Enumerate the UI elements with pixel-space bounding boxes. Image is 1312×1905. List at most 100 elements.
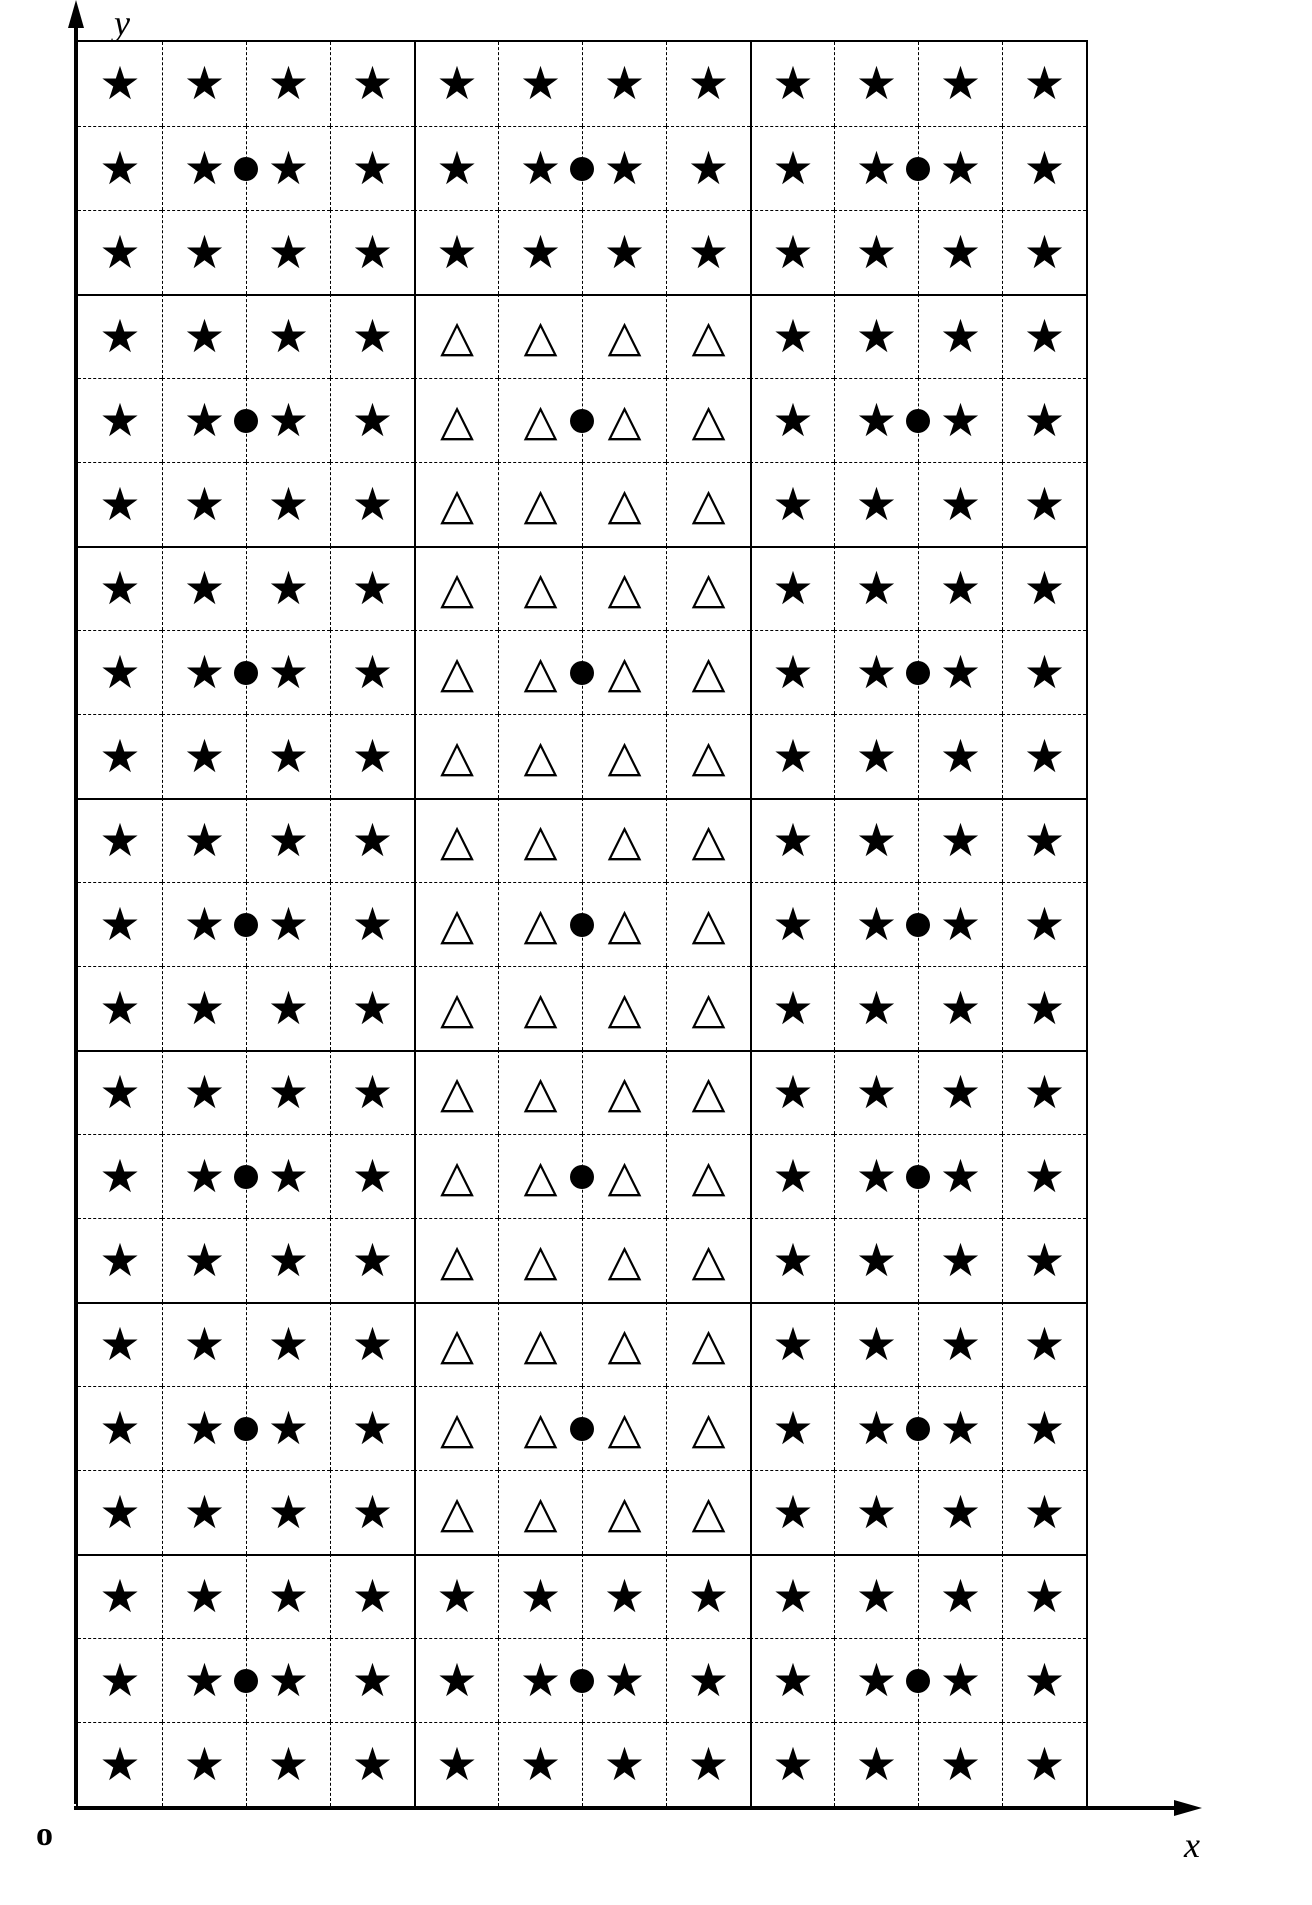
star-icon: ★ bbox=[856, 1574, 897, 1620]
star-icon: ★ bbox=[772, 566, 813, 612]
star-icon: ★ bbox=[99, 1490, 140, 1536]
grid-cell: ★ bbox=[330, 1302, 414, 1386]
star-icon: ★ bbox=[268, 146, 309, 192]
grid-cell: ★ bbox=[414, 210, 498, 294]
grid-cell: △ bbox=[498, 1302, 582, 1386]
star-icon: ★ bbox=[352, 1742, 393, 1788]
grid-cell: ★ bbox=[834, 294, 918, 378]
triangle-icon: △ bbox=[692, 819, 726, 863]
grid-cell: ★ bbox=[834, 1554, 918, 1638]
grid-cell: △ bbox=[414, 378, 498, 462]
grid-cell: △ bbox=[414, 714, 498, 798]
grid-cell: ★ bbox=[414, 42, 498, 126]
grid-cell: ★ bbox=[162, 462, 246, 546]
triangle-icon: △ bbox=[524, 651, 558, 695]
triangle-icon: △ bbox=[440, 1491, 474, 1535]
grid-cell: ★ bbox=[918, 1386, 1002, 1470]
grid-cell: ★ bbox=[330, 798, 414, 882]
star-icon: ★ bbox=[1024, 902, 1065, 948]
grid-cell: △ bbox=[582, 1134, 666, 1218]
triangle-icon: △ bbox=[692, 1239, 726, 1283]
star-icon: ★ bbox=[184, 314, 225, 360]
grid-cell: △ bbox=[498, 882, 582, 966]
star-icon: ★ bbox=[604, 61, 645, 107]
star-icon: ★ bbox=[184, 1574, 225, 1620]
grid-cell: ★ bbox=[918, 462, 1002, 546]
grid-cell: ★ bbox=[918, 1050, 1002, 1134]
grid-cell: ★ bbox=[834, 126, 918, 210]
grid-cell: ★ bbox=[78, 462, 162, 546]
grid-cell: ★ bbox=[834, 42, 918, 126]
grid-cell: ★ bbox=[834, 630, 918, 714]
star-icon: ★ bbox=[352, 482, 393, 528]
grid-cell: ★ bbox=[918, 1638, 1002, 1722]
star-icon: ★ bbox=[856, 146, 897, 192]
triangle-icon: △ bbox=[440, 1071, 474, 1115]
grid-cell: ★ bbox=[330, 1134, 414, 1218]
grid-cell: ★ bbox=[1002, 714, 1086, 798]
grid-cell: ★ bbox=[246, 1302, 330, 1386]
grid-cell: ★ bbox=[498, 1722, 582, 1806]
grid-cell: △ bbox=[666, 1218, 750, 1302]
grid-cell: ★ bbox=[834, 546, 918, 630]
grid-cell: ★ bbox=[1002, 1554, 1086, 1638]
star-icon: ★ bbox=[856, 61, 897, 107]
star-icon: ★ bbox=[268, 1322, 309, 1368]
grid-cell: △ bbox=[582, 966, 666, 1050]
star-icon: ★ bbox=[1024, 818, 1065, 864]
triangle-icon: △ bbox=[524, 1239, 558, 1283]
grid-cell: △ bbox=[666, 966, 750, 1050]
star-icon: ★ bbox=[1024, 1070, 1065, 1116]
star-icon: ★ bbox=[268, 1238, 309, 1284]
star-icon: ★ bbox=[352, 902, 393, 948]
grid-cell: △ bbox=[666, 630, 750, 714]
star-icon: ★ bbox=[99, 986, 140, 1032]
grid-cell: ★ bbox=[582, 42, 666, 126]
triangle-icon: △ bbox=[608, 315, 642, 359]
grid-cell: ★ bbox=[246, 126, 330, 210]
grid-cell: ★ bbox=[78, 1302, 162, 1386]
grid-cell: △ bbox=[414, 1218, 498, 1302]
grid-cell: ★ bbox=[666, 126, 750, 210]
grid-cell: ★ bbox=[666, 210, 750, 294]
star-icon: ★ bbox=[268, 1742, 309, 1788]
grid-cell: ★ bbox=[246, 42, 330, 126]
grid-cell: ★ bbox=[246, 1134, 330, 1218]
star-icon: ★ bbox=[940, 482, 981, 528]
star-icon: ★ bbox=[940, 1070, 981, 1116]
triangle-icon: △ bbox=[608, 987, 642, 1031]
star-icon: ★ bbox=[268, 566, 309, 612]
grid-cell: ★ bbox=[750, 1554, 834, 1638]
grid-cell: ★ bbox=[162, 798, 246, 882]
star-icon: ★ bbox=[352, 566, 393, 612]
grid-cell: △ bbox=[498, 294, 582, 378]
grid-cell: ★ bbox=[1002, 210, 1086, 294]
grid-cell: ★ bbox=[78, 546, 162, 630]
star-icon: ★ bbox=[772, 734, 813, 780]
x-axis-arrow bbox=[74, 1806, 1202, 1846]
star-icon: ★ bbox=[352, 398, 393, 444]
grid-cell: ★ bbox=[498, 126, 582, 210]
star-icon: ★ bbox=[772, 986, 813, 1032]
grid-cell: ★ bbox=[162, 1470, 246, 1554]
triangle-icon: △ bbox=[524, 567, 558, 611]
grid-cell: ★ bbox=[330, 1386, 414, 1470]
star-icon: ★ bbox=[772, 314, 813, 360]
star-icon: ★ bbox=[856, 1322, 897, 1368]
grid-cell: △ bbox=[582, 882, 666, 966]
star-icon: ★ bbox=[99, 1154, 140, 1200]
star-icon: ★ bbox=[99, 61, 140, 107]
grid-cell: ★ bbox=[1002, 1386, 1086, 1470]
triangle-icon: △ bbox=[608, 1071, 642, 1115]
star-icon: ★ bbox=[1024, 1574, 1065, 1620]
grid-cell: ★ bbox=[834, 1722, 918, 1806]
grid-cell: ★ bbox=[1002, 1134, 1086, 1218]
star-icon: ★ bbox=[184, 1238, 225, 1284]
star-icon: ★ bbox=[1024, 986, 1065, 1032]
triangle-icon: △ bbox=[524, 315, 558, 359]
star-icon: ★ bbox=[1024, 482, 1065, 528]
triangle-icon: △ bbox=[440, 1239, 474, 1283]
grid-cell: ★ bbox=[78, 882, 162, 966]
triangle-icon: △ bbox=[524, 1407, 558, 1451]
star-icon: ★ bbox=[99, 398, 140, 444]
